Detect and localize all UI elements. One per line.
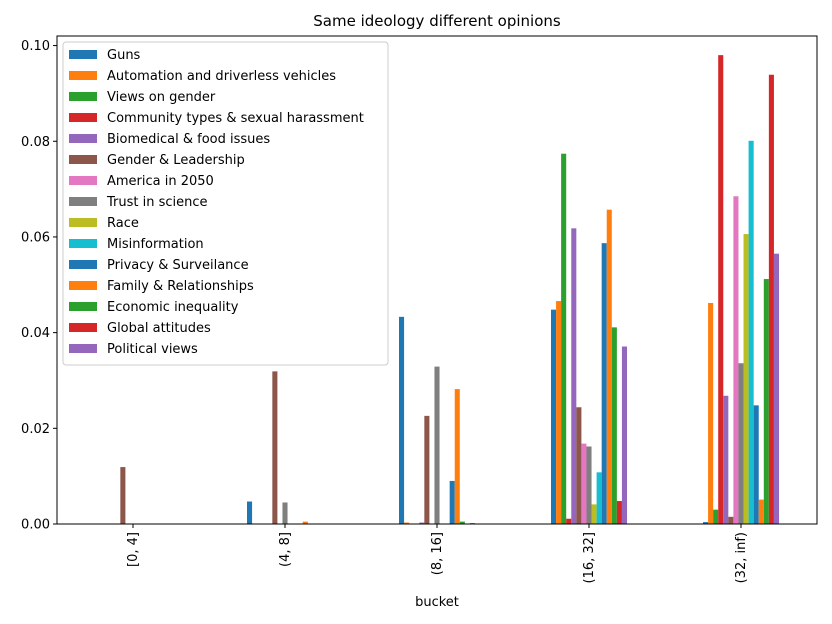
bar bbox=[763, 279, 769, 524]
legend: Guns Automation and driverless vehicles Vi… bbox=[62, 41, 389, 366]
legend-swatch bbox=[69, 155, 97, 164]
legend-swatch bbox=[69, 92, 97, 101]
legend-swatch bbox=[69, 323, 97, 332]
bar bbox=[247, 501, 253, 524]
bar bbox=[621, 346, 627, 524]
legend-label: Community types & sexual harassment bbox=[107, 111, 364, 126]
y-tick-label: 0.08 bbox=[21, 135, 50, 150]
bar bbox=[606, 209, 612, 525]
legend-swatch bbox=[69, 113, 97, 122]
legend-label: Economic inequality bbox=[107, 300, 239, 315]
legend-label: Guns bbox=[107, 48, 141, 63]
x-axis-label: bucket bbox=[415, 595, 459, 610]
x-tick-label: [0, 4] bbox=[126, 532, 141, 567]
legend-swatch bbox=[69, 218, 97, 227]
bar bbox=[601, 243, 607, 524]
y-tick-label: 0.10 bbox=[21, 39, 50, 54]
bar bbox=[591, 504, 597, 524]
legend-label: Race bbox=[107, 216, 139, 231]
x-tick-label: (32, inf) bbox=[734, 532, 749, 583]
bar bbox=[703, 522, 709, 524]
bar bbox=[586, 446, 592, 524]
bar bbox=[576, 407, 582, 524]
x-tick-label: (4, 8] bbox=[278, 532, 293, 567]
bar bbox=[616, 501, 622, 524]
bar bbox=[728, 516, 734, 524]
x-tick-label: (8, 16] bbox=[430, 532, 445, 575]
x-axis: [0, 4] (4, 8] (8, 16] (16, 32] (32, inf) bbox=[126, 524, 749, 584]
y-tick-label: 0.02 bbox=[21, 422, 50, 437]
bar bbox=[743, 234, 749, 524]
legend-label: Views on gender bbox=[107, 90, 216, 105]
legend-label: Global attitudes bbox=[107, 321, 211, 336]
legend-frame bbox=[62, 41, 389, 366]
bar bbox=[120, 467, 126, 524]
bar bbox=[302, 521, 308, 524]
bar bbox=[758, 499, 764, 524]
bar bbox=[556, 301, 562, 524]
legend-label: Trust in science bbox=[106, 195, 208, 210]
bar bbox=[738, 363, 744, 524]
bar bbox=[419, 522, 425, 524]
bar bbox=[272, 371, 278, 524]
bar bbox=[434, 366, 440, 524]
legend-label: Political views bbox=[107, 342, 198, 357]
legend-swatch bbox=[69, 50, 97, 59]
legend-swatch bbox=[69, 281, 97, 290]
bar bbox=[399, 316, 405, 524]
bar bbox=[459, 521, 465, 524]
bar bbox=[454, 389, 460, 524]
legend-label: Automation and driverless vehicles bbox=[107, 69, 336, 84]
legend-label: Misinformation bbox=[107, 237, 204, 252]
bar bbox=[723, 395, 729, 524]
bar bbox=[611, 327, 617, 524]
legend-label: Family & Relationships bbox=[107, 279, 254, 294]
y-axis: 0.00 0.02 0.04 0.06 0.08 0.10 bbox=[21, 39, 57, 533]
bar bbox=[581, 443, 587, 524]
bar bbox=[566, 518, 572, 524]
legend-swatch bbox=[69, 176, 97, 185]
bar bbox=[596, 472, 602, 524]
bar bbox=[748, 140, 754, 524]
bar bbox=[718, 55, 724, 524]
legend-swatch bbox=[69, 71, 97, 80]
bar bbox=[282, 502, 288, 524]
legend-label: America in 2050 bbox=[107, 174, 214, 189]
bar bbox=[733, 196, 739, 524]
legend-label: Privacy & Surveilance bbox=[107, 258, 249, 273]
legend-swatch bbox=[69, 134, 97, 143]
bar bbox=[571, 228, 577, 524]
bar bbox=[449, 480, 455, 524]
bar bbox=[708, 302, 714, 524]
y-tick-label: 0.00 bbox=[21, 518, 50, 533]
chart-title: Same ideology different opinions bbox=[313, 12, 561, 30]
legend-swatch bbox=[69, 344, 97, 353]
bar bbox=[424, 415, 430, 524]
y-tick-label: 0.04 bbox=[21, 326, 50, 341]
legend-label: Gender & Leadership bbox=[107, 153, 245, 168]
bar bbox=[561, 153, 567, 524]
legend-swatch bbox=[69, 260, 97, 269]
bar bbox=[753, 405, 759, 524]
plot-area bbox=[120, 55, 779, 525]
legend-swatch bbox=[69, 302, 97, 311]
bar bbox=[551, 309, 557, 524]
y-tick-label: 0.06 bbox=[21, 230, 50, 245]
legend-label: Biomedical & food issues bbox=[107, 132, 270, 147]
bar bbox=[404, 522, 410, 524]
bar bbox=[713, 509, 719, 524]
legend-swatch bbox=[69, 239, 97, 248]
bar bbox=[768, 74, 774, 524]
bar bbox=[773, 253, 779, 524]
x-tick-label: (16, 32] bbox=[582, 532, 597, 584]
legend-swatch bbox=[69, 197, 97, 206]
